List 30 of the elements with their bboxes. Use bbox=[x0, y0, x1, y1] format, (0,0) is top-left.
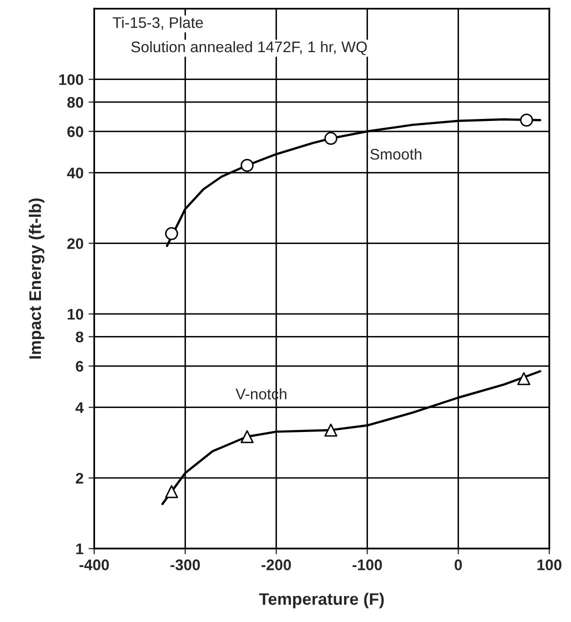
x-tick-label: -300 bbox=[170, 559, 200, 570]
x-tick-label: -200 bbox=[262, 559, 291, 570]
x-tick-label: 0 bbox=[454, 559, 462, 570]
point bbox=[517, 372, 530, 386]
point bbox=[240, 158, 254, 172]
x-tick-label: -400 bbox=[80, 559, 109, 570]
series-label: Smooth bbox=[370, 148, 422, 160]
point bbox=[165, 227, 178, 240]
y-tick-label: 100 bbox=[59, 74, 84, 86]
y-tick-label: 4 bbox=[76, 402, 84, 413]
point bbox=[520, 114, 534, 127]
point bbox=[165, 485, 178, 498]
annotation: Ti-15-3, Plate bbox=[112, 16, 203, 30]
x-axis-title: Temperature (F) bbox=[259, 592, 384, 608]
y-tick-label: 2 bbox=[76, 472, 84, 484]
y-tick-label: 6 bbox=[76, 360, 84, 372]
y-tick-label: 40 bbox=[67, 168, 84, 178]
y-tick-label: 10 bbox=[68, 308, 84, 320]
annotation: Solution annealed 1472F, 1 hr, WQ bbox=[131, 41, 367, 56]
y-tick-label: 8 bbox=[76, 332, 84, 342]
point bbox=[240, 430, 254, 444]
y-axis-title: Impact Energy (ft-lb) bbox=[28, 198, 44, 359]
x-tick-label: -100 bbox=[352, 559, 382, 570]
point bbox=[324, 132, 338, 145]
x-tick-label: 100 bbox=[538, 559, 562, 570]
y-tick-label: 80 bbox=[67, 96, 84, 108]
point bbox=[324, 424, 338, 437]
y-tick-label: 20 bbox=[67, 238, 84, 250]
y-tick-label: 1 bbox=[76, 544, 84, 554]
y-tick-label: 60 bbox=[67, 126, 84, 138]
